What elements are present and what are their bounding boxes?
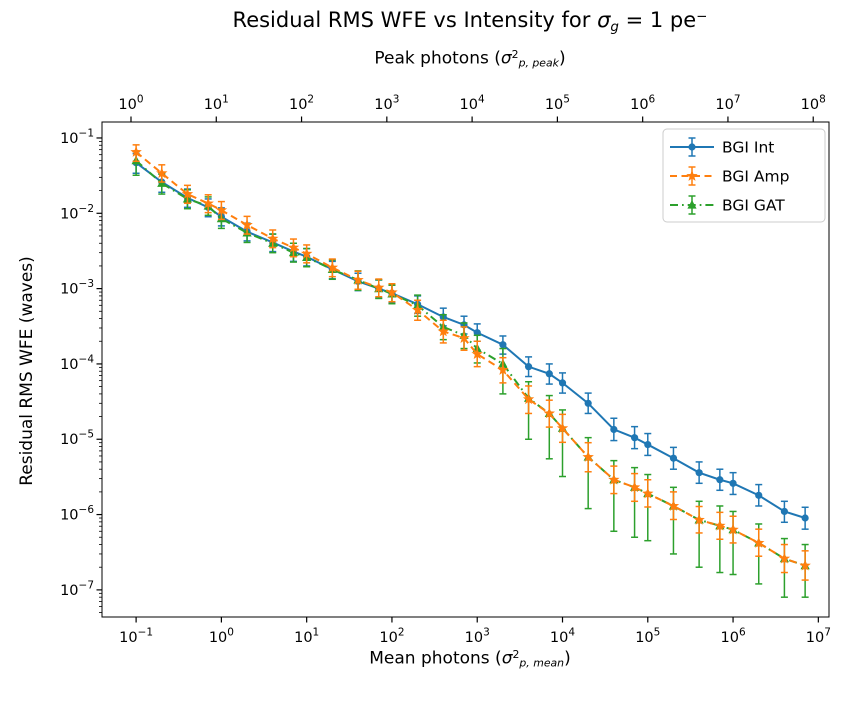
- data-point-marker: [524, 363, 533, 371]
- y-axis-tick-label: 10−1: [60, 127, 94, 147]
- data-point-marker: [608, 473, 620, 485]
- x-axis-tick-label: 102: [379, 627, 404, 647]
- data-point-marker: [499, 341, 507, 349]
- data-point-marker: [693, 513, 705, 525]
- legend-label: BGI Amp: [722, 168, 789, 186]
- data-point-marker: [667, 499, 680, 511]
- data-point-marker: [729, 479, 737, 487]
- data-point-marker: [780, 507, 789, 516]
- data-point-marker: [156, 167, 168, 179]
- data-point-marker: [215, 204, 228, 216]
- y-axis-tick-label: 10−4: [60, 353, 94, 373]
- x-axis-tick-label: 106: [720, 627, 745, 647]
- data-point-marker: [543, 407, 555, 419]
- series-line-bgi-amp: [135, 151, 806, 567]
- bottom-x-axis-label: Mean photons (σ2p, mean): [369, 648, 571, 670]
- data-point-marker: [716, 476, 724, 484]
- legend-box: [662, 128, 826, 223]
- legend-label: BGI GAT: [722, 197, 785, 215]
- chart-title: Residual RMS WFE vs Intensity for σg = 1…: [232, 8, 708, 35]
- top-x-axis-tick-label: 107: [715, 94, 740, 114]
- plot-box: [101, 121, 830, 618]
- data-point-marker: [267, 232, 279, 244]
- data-point-marker: [471, 348, 483, 359]
- data-point-marker: [630, 434, 639, 442]
- x-axis-tick-label: 107: [806, 627, 831, 647]
- top-x-axis-tick-label: 106: [630, 94, 655, 114]
- data-point-marker: [669, 454, 678, 462]
- y-axis-tick-label: 10−5: [60, 429, 94, 449]
- data-point-marker: [181, 188, 194, 199]
- data-point-marker: [558, 379, 567, 387]
- data-point-marker: [755, 491, 763, 499]
- data-point-marker: [202, 197, 214, 209]
- y-axis-tick-label: 10−2: [60, 203, 94, 223]
- data-point-marker: [799, 559, 811, 571]
- data-point-marker: [642, 487, 654, 499]
- top-x-axis-tick-label: 105: [545, 94, 570, 114]
- x-axis-tick-label: 104: [550, 627, 575, 647]
- data-point-marker: [582, 451, 594, 462]
- data-point-marker: [727, 523, 739, 535]
- data-point-marker: [644, 440, 652, 449]
- data-point-marker: [610, 425, 618, 434]
- data-point-marker: [437, 325, 449, 337]
- x-axis-tick-label: 10−1: [119, 627, 153, 647]
- top-x-axis-tick-label: 101: [204, 94, 229, 114]
- data-point-marker: [326, 261, 339, 273]
- data-point-marker: [545, 370, 553, 378]
- top-x-axis-tick-label: 108: [801, 94, 826, 114]
- data-point-marker: [473, 329, 481, 337]
- legend-label: BGI Int: [722, 139, 774, 157]
- data-point-marker: [778, 552, 791, 564]
- y-axis-tick-label: 10−6: [60, 504, 94, 524]
- top-x-axis-tick-label: 102: [289, 94, 314, 114]
- data-point-marker: [458, 332, 470, 343]
- data-point-marker: [687, 200, 697, 209]
- data-point-marker: [695, 469, 703, 477]
- top-x-axis-tick-label: 100: [118, 94, 143, 114]
- data-point-marker: [352, 274, 364, 285]
- data-point-marker: [522, 393, 535, 405]
- data-point-marker: [801, 514, 809, 522]
- top-x-axis-label: Peak photons (σ2p, peak): [374, 48, 566, 70]
- data-point-marker: [753, 536, 765, 548]
- data-point-marker: [300, 247, 313, 259]
- x-axis-tick-label: 101: [294, 627, 319, 647]
- data-point-marker: [497, 364, 509, 375]
- data-point-marker: [130, 146, 142, 157]
- x-axis-tick-label: 105: [635, 627, 660, 647]
- data-point-marker: [287, 241, 300, 253]
- data-point-marker: [556, 422, 569, 434]
- x-axis-tick-label: 100: [209, 627, 234, 647]
- top-x-axis-tick-label: 104: [460, 94, 485, 114]
- data-point-marker: [714, 519, 726, 531]
- y-axis-label: Residual RMS WFE (waves): [17, 256, 37, 486]
- data-point-marker: [688, 143, 696, 151]
- x-axis-tick-label: 103: [465, 627, 490, 647]
- y-axis-tick-label: 10−3: [60, 278, 94, 298]
- data-point-marker: [373, 281, 385, 293]
- data-point-marker: [241, 218, 253, 230]
- series-line-bgi-gat: [135, 159, 806, 567]
- data-point-marker: [686, 170, 698, 181]
- data-point-marker: [584, 399, 592, 407]
- data-point-marker: [628, 481, 641, 493]
- y-axis-tick-label: 10−7: [60, 579, 94, 599]
- data-point-marker: [411, 304, 424, 315]
- data-point-marker: [386, 286, 398, 298]
- series-line-bgi-int: [135, 161, 806, 519]
- top-x-axis-tick-label: 103: [374, 94, 399, 114]
